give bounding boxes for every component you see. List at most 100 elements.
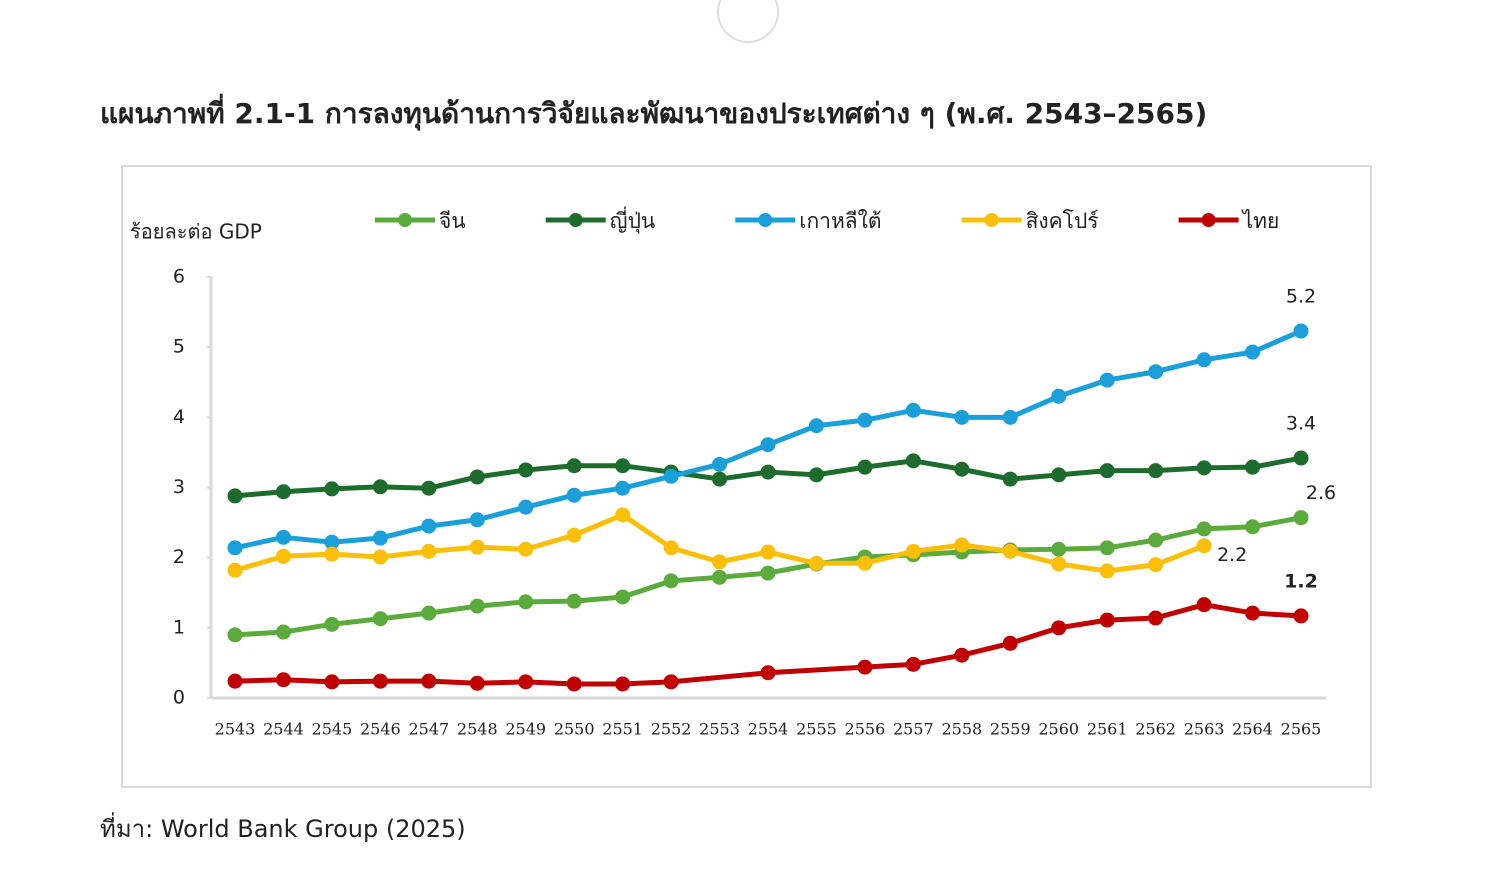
data-point	[615, 507, 631, 523]
data-point	[1002, 471, 1018, 487]
data-point	[1051, 556, 1067, 572]
legend-marker	[398, 213, 412, 227]
data-point	[372, 479, 388, 495]
data-point	[1148, 610, 1164, 626]
x-tick-label: 2550	[554, 720, 595, 739]
data-point	[663, 540, 679, 556]
data-point	[469, 539, 485, 555]
data-point	[275, 672, 291, 688]
legend-marker	[568, 213, 583, 227]
y-tick-label: 5	[173, 336, 185, 358]
data-point	[1148, 364, 1164, 380]
series-line	[232, 677, 674, 687]
data-point	[615, 480, 631, 496]
data-point	[566, 458, 582, 474]
data-point	[663, 674, 679, 690]
data-point	[954, 647, 970, 663]
data-point	[1002, 635, 1018, 651]
x-tick-label: 2555	[796, 720, 837, 739]
x-tick-label: 2556	[845, 720, 886, 739]
data-point	[421, 673, 437, 689]
data-point	[808, 467, 824, 483]
data-point	[275, 624, 291, 640]
data-point	[275, 484, 291, 500]
y-tick-label: 3	[173, 476, 185, 498]
data-point	[1099, 563, 1115, 579]
data-point	[1293, 323, 1309, 339]
data-point	[421, 480, 437, 496]
data-point	[760, 665, 776, 681]
y-tick-label: 1	[173, 616, 185, 638]
data-point	[760, 544, 776, 560]
data-point	[1099, 612, 1115, 628]
data-point	[615, 589, 631, 605]
data-point	[615, 458, 631, 474]
data-point	[1099, 372, 1115, 388]
legend-label: เกาหลีใต้	[799, 209, 881, 233]
x-tick-label: 2546	[360, 720, 401, 739]
legend-marker	[984, 213, 999, 227]
value-label: 5.2	[1286, 286, 1316, 308]
data-point	[324, 616, 340, 632]
data-point	[227, 540, 243, 556]
data-point	[1051, 541, 1067, 557]
data-point	[954, 409, 970, 425]
data-point	[1196, 597, 1212, 613]
x-tick-label: 2552	[651, 720, 692, 739]
data-point	[227, 562, 243, 578]
data-point	[566, 676, 582, 692]
data-point	[1245, 605, 1261, 621]
data-point	[954, 461, 970, 477]
data-point	[1196, 538, 1212, 554]
value-label: 2.2	[1217, 544, 1247, 566]
x-tick-label: 2559	[990, 720, 1031, 739]
data-point	[905, 543, 921, 559]
data-point	[275, 548, 291, 564]
data-point	[518, 594, 534, 610]
data-point	[712, 456, 728, 472]
data-point	[275, 529, 291, 545]
data-point	[421, 543, 437, 559]
data-point	[421, 518, 437, 534]
legend-marker	[758, 213, 773, 227]
x-tick-label: 2547	[408, 720, 449, 739]
data-point	[1196, 521, 1212, 537]
data-point	[1099, 540, 1115, 556]
x-tick-label: 2563	[1184, 720, 1225, 739]
x-tick-label: 2557	[893, 720, 934, 739]
data-point	[518, 499, 534, 515]
y-tick-label: 0	[173, 687, 185, 709]
data-point	[324, 674, 340, 690]
data-point	[1293, 450, 1309, 466]
x-tick-label: 2544	[263, 720, 304, 739]
x-tick-label: 2553	[699, 720, 740, 739]
x-tick-label: 2565	[1281, 720, 1322, 739]
data-point	[760, 464, 776, 480]
logo	[717, 0, 779, 43]
x-tick-label: 2543	[215, 720, 256, 739]
data-point	[469, 469, 485, 485]
data-point	[857, 459, 873, 475]
y-tick-label: 2	[173, 546, 185, 568]
data-point	[469, 512, 485, 528]
data-point	[469, 598, 485, 614]
y-tick-label: 4	[173, 406, 185, 428]
value-label: 3.4	[1286, 413, 1316, 435]
data-point	[1099, 463, 1115, 479]
data-point	[1051, 388, 1067, 404]
y-axis-title: ร้อยละต่อ GDP	[130, 220, 262, 244]
data-point	[566, 487, 582, 503]
data-point	[857, 412, 873, 428]
data-point	[372, 549, 388, 565]
data-point	[518, 462, 534, 478]
data-point	[421, 605, 437, 621]
data-point	[712, 569, 728, 585]
data-point	[712, 554, 728, 570]
data-point	[566, 593, 582, 609]
data-point	[372, 611, 388, 627]
value-label: 1.2	[1284, 570, 1318, 592]
x-tick-label: 2549	[505, 720, 546, 739]
x-tick-label: 2545	[312, 720, 353, 739]
x-tick-label: 2554	[748, 720, 789, 739]
